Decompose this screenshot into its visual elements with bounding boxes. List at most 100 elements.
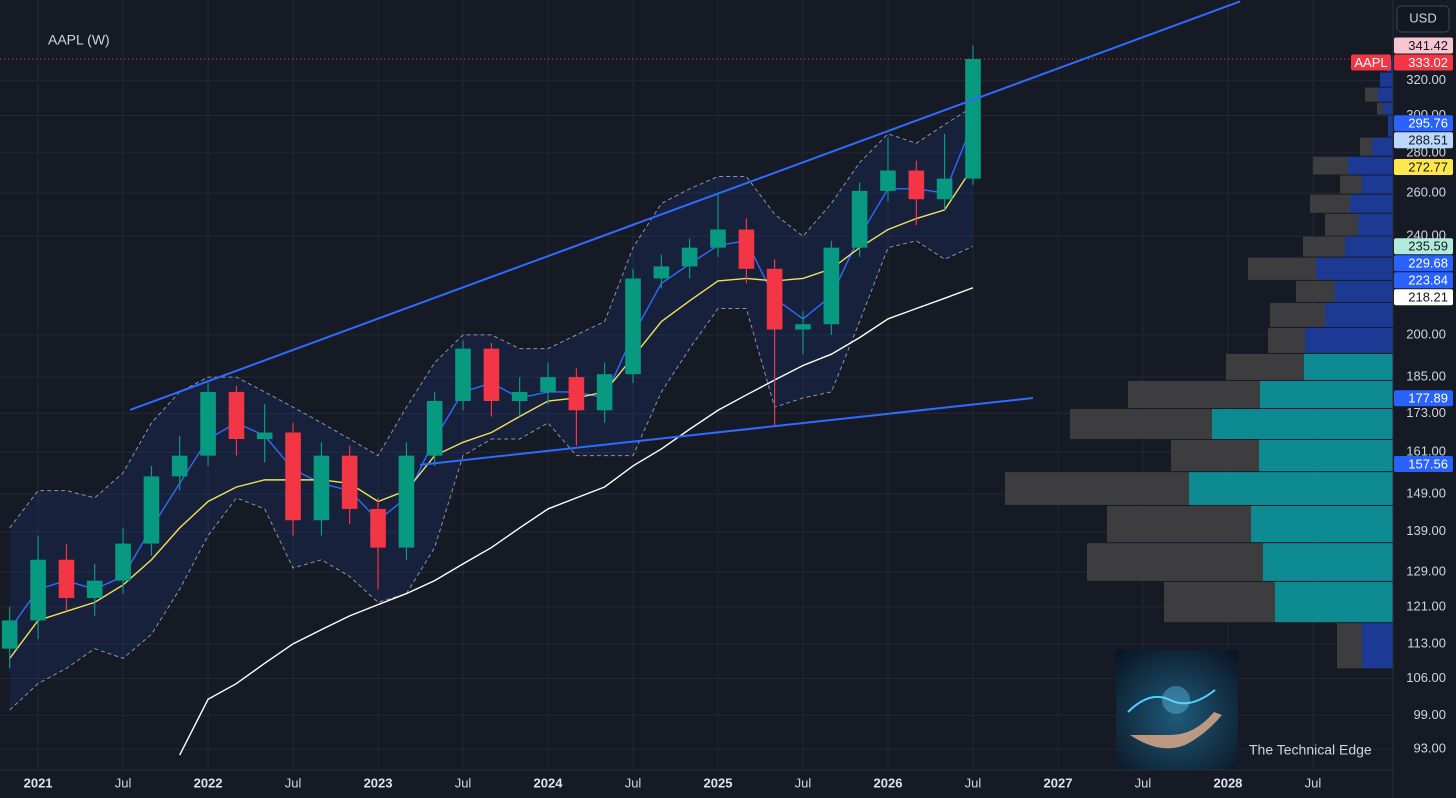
candle-body bbox=[823, 247, 840, 325]
symbol-badge bbox=[1351, 54, 1391, 71]
profile-up-bar bbox=[1259, 439, 1393, 472]
candle-body bbox=[285, 432, 301, 521]
candle-body bbox=[370, 508, 386, 548]
profile-up-bar bbox=[1345, 236, 1393, 257]
candle-body bbox=[115, 543, 131, 581]
profile-up-bar bbox=[1325, 302, 1393, 327]
y-tick-label: 185.00 bbox=[1406, 369, 1446, 384]
profile-up-bar bbox=[1263, 543, 1393, 581]
price-badge-label: 177.89 bbox=[1408, 391, 1448, 406]
y-tick-label: 113.00 bbox=[1407, 635, 1446, 650]
profile-down-bar bbox=[1070, 409, 1212, 439]
candle-body bbox=[851, 190, 868, 248]
watermark-image bbox=[1116, 650, 1238, 770]
x-tick-label: 2027 bbox=[1044, 775, 1073, 790]
candle-layer bbox=[1, 45, 981, 669]
price-badge-label: 235.59 bbox=[1408, 239, 1448, 254]
y-tick-label: 320.00 bbox=[1406, 72, 1446, 87]
candle-body bbox=[795, 324, 811, 330]
x-tick-label: 2028 bbox=[1213, 775, 1242, 790]
profile-down-bar bbox=[1313, 156, 1348, 175]
watermark-hand bbox=[1130, 712, 1222, 749]
candle-body bbox=[766, 268, 783, 330]
watermark-orb bbox=[1162, 686, 1190, 714]
y-tick-label: 149.00 bbox=[1406, 486, 1446, 501]
profile-down-bar bbox=[1303, 236, 1345, 257]
candle-body bbox=[30, 559, 46, 621]
profile-up-bar bbox=[1275, 581, 1393, 623]
y-tick-label: 93.00 bbox=[1413, 741, 1446, 756]
candle-body bbox=[341, 455, 358, 509]
watermark-text: The Technical Edge bbox=[1249, 742, 1372, 758]
candle-body bbox=[625, 278, 641, 375]
x-tick-label: Jul bbox=[625, 775, 642, 790]
profile-up-bar bbox=[1358, 213, 1393, 236]
profile-up-bar bbox=[1388, 115, 1393, 137]
x-tick-label: Jul bbox=[1135, 775, 1152, 790]
currency-button[interactable] bbox=[1396, 5, 1450, 33]
profile-up-bar bbox=[1305, 327, 1393, 353]
price-badge bbox=[1394, 255, 1453, 272]
price-badge-label: 218.21 bbox=[1408, 290, 1448, 305]
profile-down-bar bbox=[1248, 257, 1316, 280]
x-tick-label: 2021 bbox=[24, 775, 53, 790]
profile-up-bar bbox=[1304, 353, 1393, 380]
x-tick-label: Jul bbox=[115, 775, 132, 790]
x-tick-label: Jul bbox=[795, 775, 812, 790]
price-badge bbox=[1394, 390, 1453, 407]
price-badge-label: 157.56 bbox=[1408, 456, 1448, 471]
profile-up-bar bbox=[1316, 257, 1393, 280]
x-tick-label: 2025 bbox=[704, 775, 733, 790]
trendline bbox=[129, 0, 1241, 411]
y-tick-label: 161.00 bbox=[1406, 444, 1446, 459]
chart-title: AAPL (W) bbox=[48, 32, 110, 48]
profile-down-bar bbox=[1340, 175, 1362, 194]
price-badge-label: 229.68 bbox=[1408, 256, 1448, 271]
price-badge bbox=[1394, 289, 1453, 306]
candle-body bbox=[426, 401, 443, 456]
candle-body bbox=[880, 170, 896, 191]
profile-down-bar bbox=[1296, 280, 1335, 302]
profile-down-bar bbox=[1270, 302, 1325, 327]
candle-body bbox=[710, 229, 726, 248]
profile-down-bar bbox=[1310, 194, 1350, 213]
price-badge bbox=[1394, 272, 1453, 289]
grid-layer bbox=[0, 0, 1393, 770]
candle-body bbox=[86, 580, 103, 598]
profile-up-bar bbox=[1372, 137, 1393, 156]
price-badge bbox=[1394, 37, 1453, 54]
y-tick-label: 121.00 bbox=[1406, 598, 1446, 613]
candle-body bbox=[143, 476, 160, 544]
candle-body bbox=[965, 59, 981, 179]
profile-up-bar bbox=[1378, 87, 1393, 102]
symbol-badge-label: AAPL bbox=[1354, 55, 1387, 70]
profile-up-bar bbox=[1212, 409, 1393, 439]
candle-body bbox=[398, 455, 415, 548]
profile-down-bar bbox=[1164, 581, 1275, 623]
band-edge bbox=[9, 106, 974, 529]
y-tick-label: 129.00 bbox=[1406, 564, 1446, 579]
currency-label: USD bbox=[1409, 10, 1436, 25]
profile-down-bar bbox=[1325, 213, 1358, 236]
candle-body bbox=[936, 178, 953, 200]
candle-body bbox=[1, 620, 18, 649]
candle-body bbox=[58, 559, 75, 598]
candle-body bbox=[200, 391, 216, 456]
profile-up-bar bbox=[1251, 505, 1393, 543]
profile-down-bar bbox=[1107, 505, 1251, 543]
price-badge bbox=[1394, 238, 1453, 255]
profile-up-bar bbox=[1260, 380, 1393, 409]
y-tick-label: 106.00 bbox=[1406, 670, 1446, 685]
profile-down-bar bbox=[1171, 439, 1259, 472]
price-badge bbox=[1394, 115, 1453, 132]
price-badge-label: 272.77 bbox=[1408, 159, 1448, 174]
price-badge-label: 333.02 bbox=[1408, 55, 1448, 70]
x-tick-label: Jul bbox=[455, 775, 472, 790]
y-tick-label: 139.00 bbox=[1406, 523, 1446, 538]
watermark-glow bbox=[1127, 689, 1216, 713]
candle-body bbox=[256, 432, 273, 440]
trend-layer bbox=[129, 0, 1241, 466]
profile-up-bar bbox=[1383, 102, 1393, 115]
candle-body bbox=[681, 247, 698, 267]
